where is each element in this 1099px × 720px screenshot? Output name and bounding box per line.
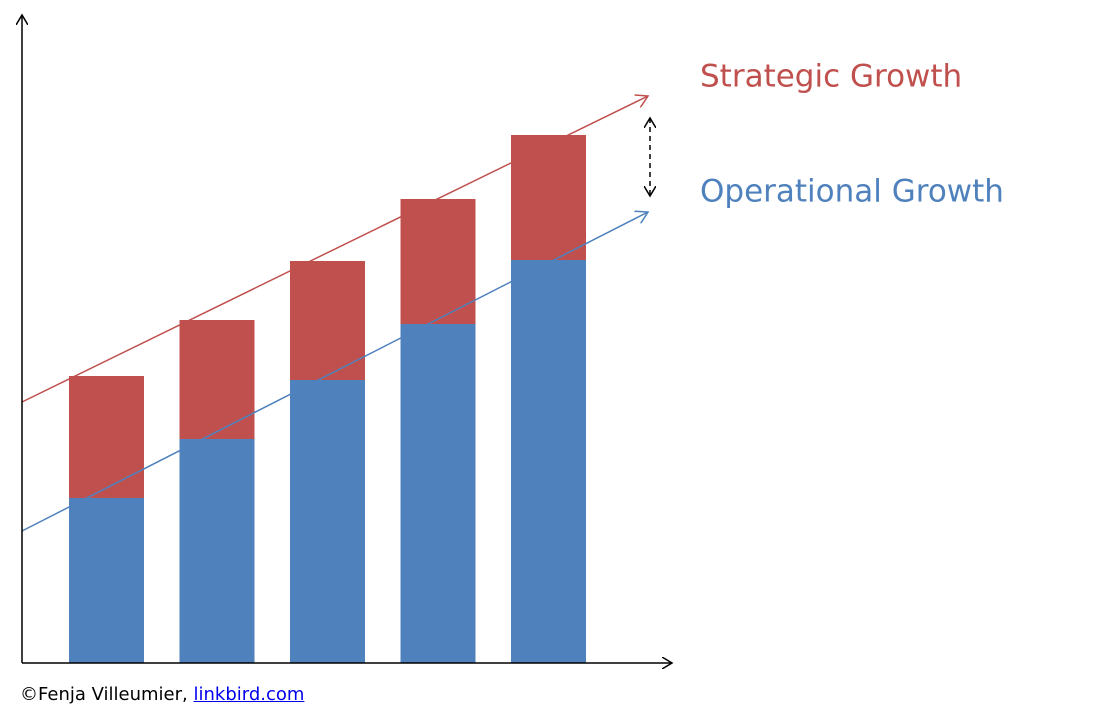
bar-segment — [511, 135, 586, 260]
footer: ©Fenja Villeumier, linkbird.com — [20, 684, 304, 705]
bar-segment — [290, 380, 365, 663]
bar-segment — [400, 199, 476, 324]
bar-segment — [69, 498, 144, 663]
bar-segment — [290, 261, 365, 380]
strategic-trend — [21, 96, 648, 403]
bar-segment — [179, 320, 255, 439]
bar-segment — [69, 376, 144, 498]
bar-segment — [400, 324, 476, 663]
chart: Operational Growth Strategic Growth — [0, 0, 1004, 680]
bars — [69, 135, 586, 663]
credit: ©Fenja Villeumier, — [20, 684, 188, 705]
bar-segment — [511, 260, 586, 663]
legend-label: Strategic Growth — [700, 59, 962, 95]
link[interactable]: linkbird.com — [193, 684, 305, 705]
operational-trend — [21, 212, 648, 532]
legend-label: Operational Growth — [700, 174, 1004, 210]
bar-segment — [179, 439, 255, 663]
